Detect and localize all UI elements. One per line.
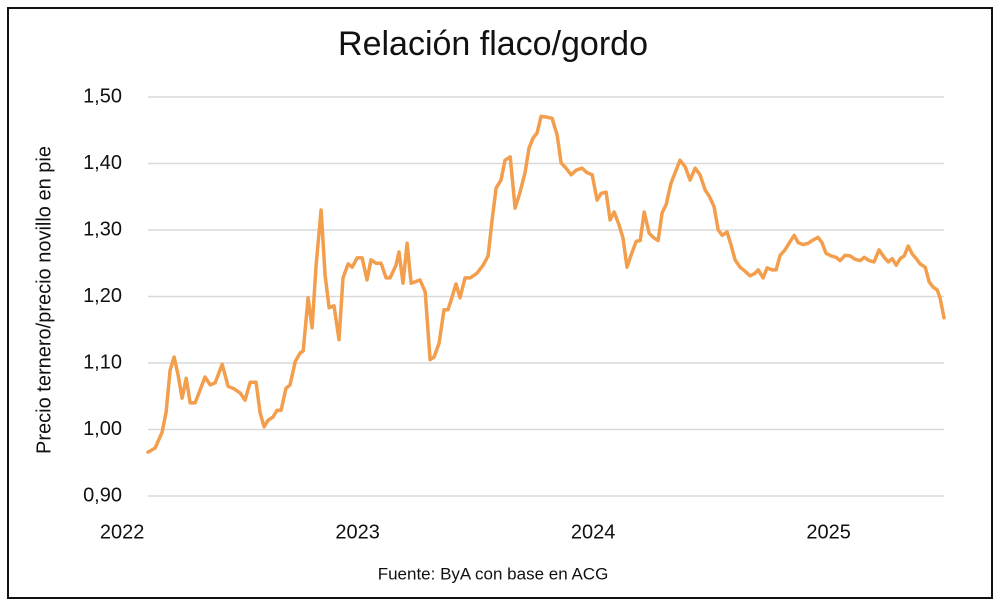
x-tick-label: 2025: [806, 521, 851, 543]
frame: [7, 7, 993, 599]
y-tick-label: 1,00: [83, 418, 122, 440]
x-tick-label: 2022: [100, 521, 145, 543]
y-tick-label: 1,50: [83, 85, 122, 107]
y-tick-label: 1,20: [83, 285, 122, 307]
data-line: [146, 114, 946, 454]
chart-title: Relación flaco/gordo: [338, 25, 648, 63]
y-tick-label: 1,40: [83, 152, 122, 174]
x-tick-label: 2023: [335, 521, 380, 543]
y-axis-label: Precio ternero/precio novillo en pie: [33, 146, 55, 454]
source-note: Fuente: ByA con base en ACG: [378, 564, 609, 583]
y-tick-label: 1,10: [83, 351, 122, 373]
y-tick-label: 0,90: [83, 484, 122, 506]
y-tick-label: 1,30: [83, 218, 122, 240]
x-tick-label: 2024: [571, 521, 616, 543]
